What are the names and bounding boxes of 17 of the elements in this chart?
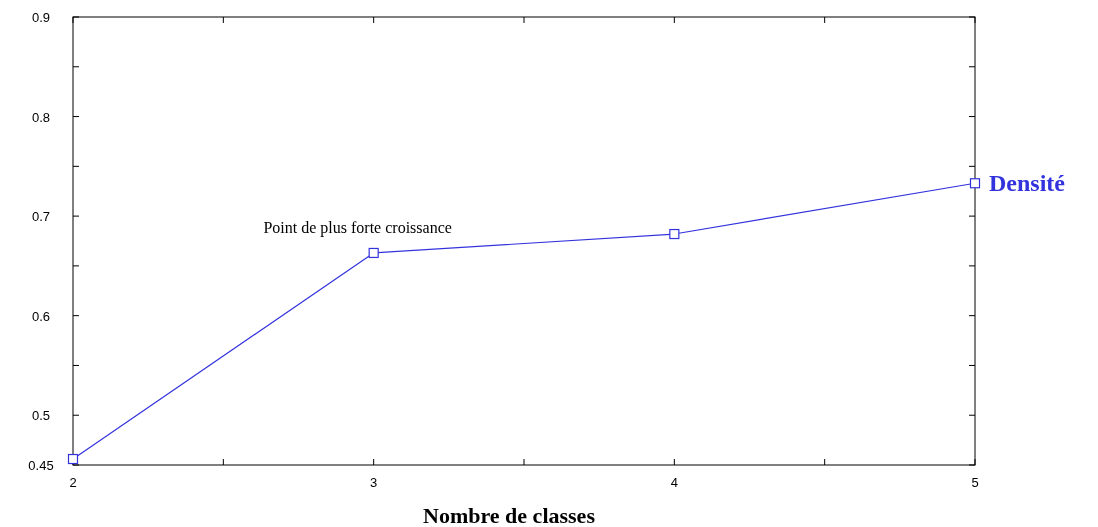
- x-axis-title: Nombre de classes: [423, 503, 596, 527]
- point: [368, 247, 379, 259]
- x-tick-label: 5: [971, 475, 979, 490]
- point: [67, 453, 79, 465]
- y-tick-label: 0.5: [31, 408, 51, 424]
- point: [969, 178, 981, 189]
- x-tick-label: 4: [670, 475, 678, 490]
- y-tick-label: 0.6: [31, 308, 51, 324]
- series-label: Densité: [989, 170, 1066, 197]
- x-tick-label: 3: [370, 475, 378, 490]
- annotation: Point de plus forte croissance: [263, 218, 452, 237]
- y-tick-label: 0.7: [31, 209, 51, 225]
- x-tick-label: 2: [69, 475, 77, 490]
- y-tick-label: 0.9: [31, 10, 51, 25]
- point: [669, 228, 680, 240]
- y-tick-label: 0.8: [31, 109, 51, 125]
- y-tick-label: 0.45: [28, 458, 54, 473]
